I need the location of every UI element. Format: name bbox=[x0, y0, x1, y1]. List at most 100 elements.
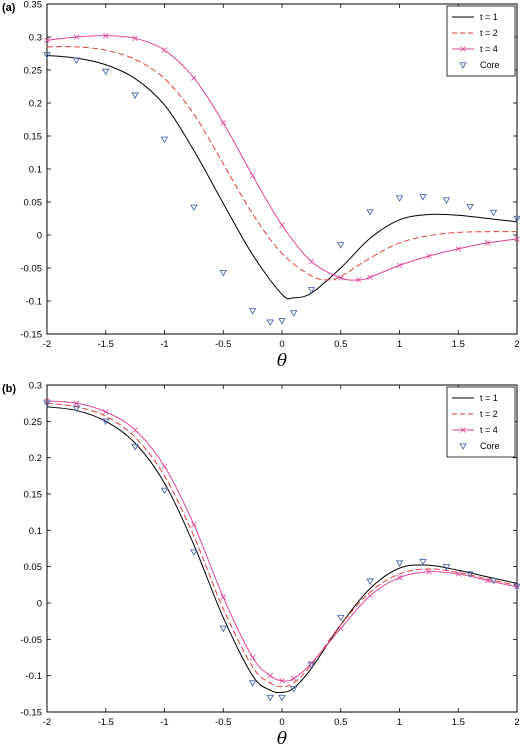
y-tick-label: 0.35 bbox=[24, 0, 43, 11]
core-marker bbox=[278, 318, 286, 325]
y-tick-label: 0 bbox=[37, 599, 42, 610]
core-marker bbox=[336, 242, 345, 249]
x-marker bbox=[367, 592, 373, 599]
series-line-t-1 bbox=[46, 406, 518, 694]
legend-label: t = 1 bbox=[480, 393, 498, 403]
legend-label: Core bbox=[480, 441, 500, 451]
x-marker bbox=[267, 672, 274, 679]
x-axis-label: θ bbox=[277, 351, 287, 371]
x-tick-label: 1 bbox=[397, 339, 402, 350]
core-marker bbox=[266, 694, 275, 702]
x-marker bbox=[132, 427, 138, 433]
chart-panel-a: (a) -2 -1.5 -1 -0.5 0 0.5 1 1.5 2 -0.15 -0.1 -0.05 0 0… bbox=[0, 0, 520, 372]
x-marker bbox=[426, 568, 432, 575]
core-marker bbox=[366, 209, 374, 216]
x-marker bbox=[514, 584, 520, 590]
core-marker bbox=[160, 487, 169, 495]
x-marker bbox=[337, 625, 344, 632]
core-marker bbox=[72, 57, 81, 65]
core-marker bbox=[72, 405, 81, 413]
y-tick-label: 0 bbox=[37, 231, 42, 242]
x-marker bbox=[279, 677, 285, 684]
plot-frame bbox=[46, 384, 518, 713]
panel-label: (b) bbox=[2, 383, 16, 395]
x-marker bbox=[484, 240, 491, 246]
core-marker bbox=[513, 583, 520, 591]
core-marker bbox=[307, 662, 316, 669]
x-marker bbox=[396, 262, 403, 269]
x-marker bbox=[191, 75, 197, 81]
core-marker bbox=[266, 319, 275, 327]
legend-label: t = 4 bbox=[480, 425, 498, 435]
core-marker bbox=[190, 549, 198, 557]
core-marker bbox=[190, 204, 198, 212]
x-marker bbox=[455, 246, 462, 252]
x-tick-label: 1 bbox=[397, 717, 402, 728]
core-marker bbox=[466, 203, 474, 211]
legend-marker-core bbox=[459, 62, 467, 69]
core-marker bbox=[466, 571, 474, 578]
core-marker bbox=[442, 564, 451, 571]
core-marker bbox=[366, 578, 374, 586]
x-tick-label: -1.5 bbox=[98, 717, 114, 728]
core-marker bbox=[278, 694, 286, 702]
x-marker bbox=[455, 571, 462, 577]
x-marker bbox=[249, 172, 256, 179]
core-marker bbox=[289, 310, 298, 317]
core-marker bbox=[248, 680, 257, 687]
legend-marker-core bbox=[459, 443, 467, 450]
core-marker bbox=[513, 215, 520, 223]
x-marker bbox=[484, 577, 491, 584]
y-tick-label: 0.05 bbox=[24, 562, 43, 573]
panel-label: (a) bbox=[2, 2, 16, 14]
core-marker bbox=[336, 614, 345, 622]
y-tick-label: 0.15 bbox=[24, 132, 43, 143]
plot-frame bbox=[46, 3, 518, 335]
y-tick-label: 0.1 bbox=[29, 526, 42, 537]
core-marker bbox=[248, 308, 257, 315]
x-marker bbox=[514, 236, 520, 242]
core-marker bbox=[419, 194, 427, 201]
core-marker bbox=[101, 68, 110, 76]
x-marker bbox=[73, 400, 80, 406]
chart-a-svg: (a) -2 -1.5 -1 -0.5 0 0.5 1 1.5 2 -0.15 -0.1 -0.05 0 0… bbox=[2, 0, 520, 371]
x-marker bbox=[191, 521, 197, 528]
core-marker bbox=[219, 269, 228, 277]
x-tick-label: 1.5 bbox=[452, 339, 465, 350]
series-line-t-2 bbox=[46, 46, 518, 281]
y-tick-label: 0.3 bbox=[29, 33, 42, 44]
core-marker bbox=[442, 197, 451, 204]
y-tick-label: 0.3 bbox=[29, 381, 42, 392]
y-tick-label: -0.05 bbox=[20, 635, 42, 646]
y-tick-label: 0.25 bbox=[24, 66, 43, 77]
x-marker bbox=[132, 35, 138, 42]
x-tick-label: -1 bbox=[160, 717, 168, 728]
x-marker bbox=[102, 409, 109, 415]
x-axis-label: θ bbox=[277, 729, 287, 749]
y-tick-label: -0.1 bbox=[26, 297, 42, 308]
core-marker bbox=[489, 209, 498, 217]
core-marker bbox=[419, 558, 427, 566]
x-tick-label: -0.5 bbox=[215, 717, 231, 728]
core-marker bbox=[307, 287, 316, 294]
x-tick-label: -1 bbox=[160, 339, 168, 350]
series-line-t-2 bbox=[46, 402, 518, 688]
core-marker bbox=[101, 418, 110, 426]
x-marker bbox=[367, 274, 373, 281]
x-marker bbox=[161, 47, 168, 53]
core-marker bbox=[289, 686, 298, 693]
y-tick-label: -0.1 bbox=[26, 671, 42, 682]
x-tick-label: 0.5 bbox=[334, 339, 347, 350]
core-marker bbox=[131, 444, 139, 451]
legend-x-marker bbox=[460, 46, 466, 52]
x-tick-label: 0 bbox=[279, 717, 284, 728]
x-marker bbox=[308, 258, 315, 265]
x-tick-label: 2 bbox=[514, 717, 519, 728]
legend-label: t = 2 bbox=[480, 28, 498, 38]
x-tick-label: 0.5 bbox=[334, 717, 347, 728]
y-tick-label: -0.15 bbox=[20, 330, 42, 341]
x-tick-label: 2 bbox=[514, 339, 519, 350]
x-tick-label: -1.5 bbox=[98, 339, 114, 350]
core-marker bbox=[131, 92, 139, 99]
x-marker bbox=[73, 34, 80, 40]
